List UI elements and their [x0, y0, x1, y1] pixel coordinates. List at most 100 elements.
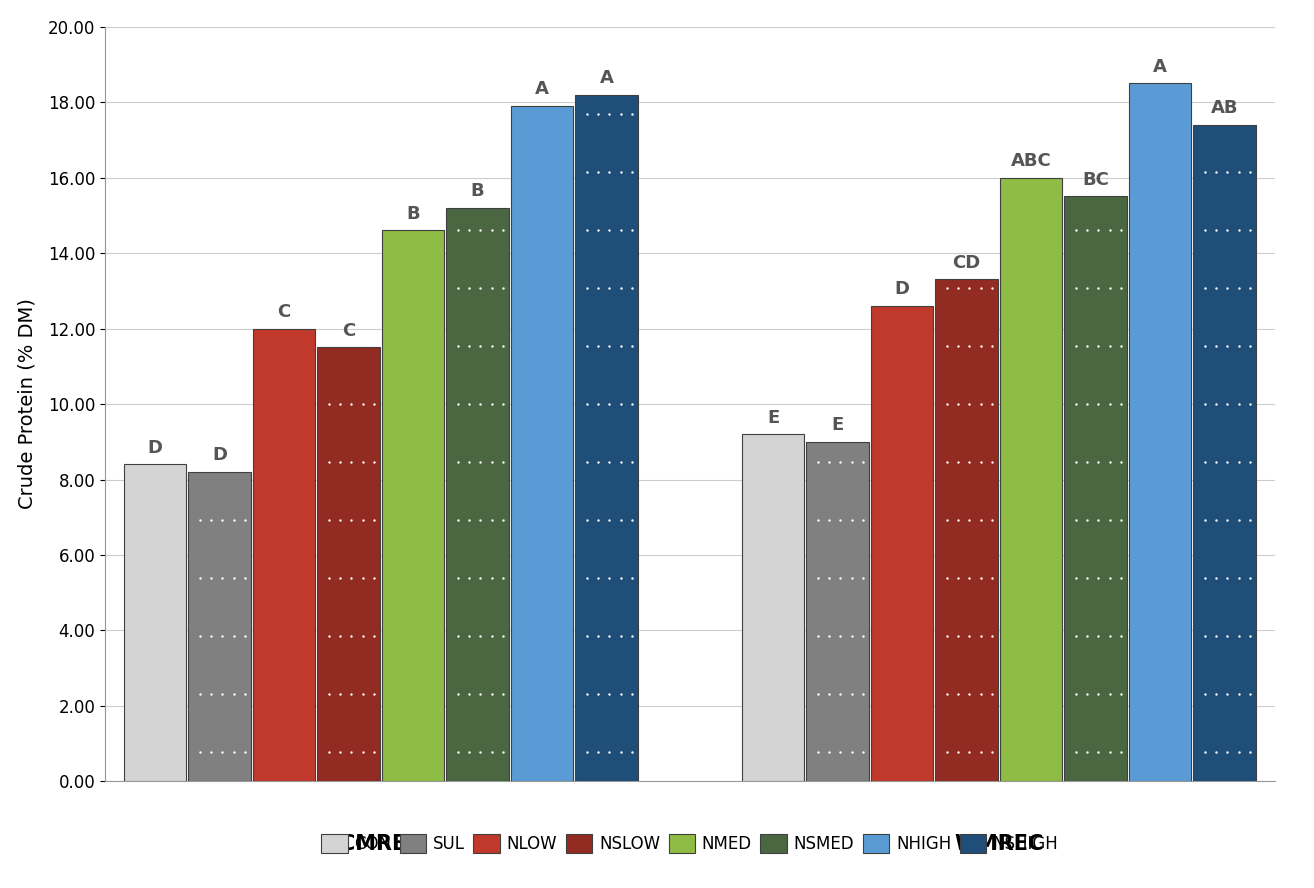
- Point: [807, 571, 828, 585]
- Point: [189, 745, 210, 759]
- Point: [599, 571, 620, 585]
- Point: [212, 687, 233, 702]
- Point: [493, 281, 514, 295]
- Point: [1217, 223, 1238, 237]
- Point: [352, 455, 373, 469]
- Point: [959, 455, 980, 469]
- Point: [340, 397, 361, 411]
- Point: [223, 630, 244, 644]
- Point: [1206, 397, 1227, 411]
- Point: [599, 687, 620, 702]
- Point: [1239, 687, 1260, 702]
- Text: CD: CD: [953, 254, 980, 272]
- Point: [1206, 223, 1227, 237]
- Y-axis label: Crude Protein (% DM): Crude Protein (% DM): [18, 298, 37, 510]
- Bar: [447, 208, 509, 781]
- Point: [853, 630, 874, 644]
- Point: [1239, 164, 1260, 178]
- Point: [318, 513, 339, 527]
- Point: [447, 513, 468, 527]
- Point: [318, 455, 339, 469]
- Point: [853, 455, 874, 469]
- Point: [1066, 571, 1087, 585]
- Point: [447, 571, 468, 585]
- Point: [352, 745, 373, 759]
- Text: B: B: [470, 182, 485, 201]
- Point: [947, 687, 968, 702]
- Point: [1194, 339, 1215, 353]
- Point: [330, 571, 351, 585]
- Point: [577, 339, 598, 353]
- Point: [841, 745, 862, 759]
- Point: [587, 455, 608, 469]
- Point: [970, 687, 991, 702]
- Point: [1239, 397, 1260, 411]
- Point: [459, 571, 480, 585]
- Point: [1229, 339, 1250, 353]
- Point: [201, 745, 222, 759]
- Point: [1066, 339, 1087, 353]
- Point: [610, 107, 631, 121]
- Point: [447, 745, 468, 759]
- Point: [819, 513, 840, 527]
- Point: [1194, 745, 1215, 759]
- Point: [189, 571, 210, 585]
- Point: [470, 223, 491, 237]
- Point: [447, 455, 468, 469]
- Point: [459, 455, 480, 469]
- Point: [1110, 630, 1131, 644]
- Point: [937, 455, 958, 469]
- Point: [622, 745, 643, 759]
- Point: [982, 630, 1003, 644]
- Bar: [1000, 178, 1062, 781]
- Point: [1229, 513, 1250, 527]
- Text: C: C: [277, 303, 290, 321]
- Point: [1088, 571, 1109, 585]
- Point: [1110, 281, 1131, 295]
- Point: [201, 630, 222, 644]
- Point: [959, 397, 980, 411]
- Point: [470, 513, 491, 527]
- Point: [459, 630, 480, 644]
- Point: [1088, 513, 1109, 527]
- Point: [819, 630, 840, 644]
- Point: [610, 164, 631, 178]
- Point: [189, 687, 210, 702]
- Point: [1194, 630, 1215, 644]
- Point: [447, 281, 468, 295]
- Point: [610, 339, 631, 353]
- Point: [493, 745, 514, 759]
- Point: [1217, 164, 1238, 178]
- Point: [1066, 281, 1087, 295]
- Point: [610, 397, 631, 411]
- Point: [819, 571, 840, 585]
- Point: [959, 281, 980, 295]
- Point: [807, 745, 828, 759]
- Point: [223, 571, 244, 585]
- Point: [1217, 571, 1238, 585]
- Point: [493, 339, 514, 353]
- Point: [959, 687, 980, 702]
- Point: [937, 687, 958, 702]
- Point: [1217, 513, 1238, 527]
- Point: [201, 687, 222, 702]
- Point: [937, 339, 958, 353]
- Point: [212, 571, 233, 585]
- Point: [1206, 164, 1227, 178]
- Point: [1100, 513, 1121, 527]
- Point: [1100, 455, 1121, 469]
- Text: ABC: ABC: [1010, 152, 1051, 170]
- Point: [610, 630, 631, 644]
- Point: [587, 164, 608, 178]
- Point: [947, 281, 968, 295]
- Point: [1100, 281, 1121, 295]
- Point: [340, 745, 361, 759]
- Point: [470, 281, 491, 295]
- Point: [1110, 455, 1131, 469]
- Point: [447, 630, 468, 644]
- Point: [352, 397, 373, 411]
- Point: [1217, 630, 1238, 644]
- Text: D: D: [147, 439, 163, 457]
- Point: [970, 281, 991, 295]
- Point: [1239, 339, 1260, 353]
